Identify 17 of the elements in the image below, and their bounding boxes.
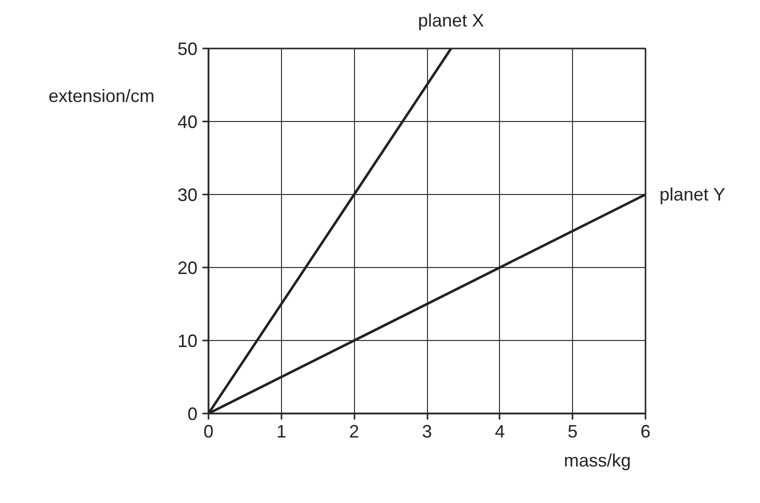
y-tick-label: 40 (177, 112, 198, 132)
x-axis-title: mass/kg (564, 450, 631, 470)
y-tick-label: 30 (177, 185, 198, 205)
y-tick-label: 20 (177, 258, 198, 278)
x-tick-label: 3 (422, 422, 432, 442)
x-tick-label: 6 (640, 422, 651, 442)
y-axis-title: extension/cm (48, 86, 155, 106)
y-tick-label: 0 (187, 404, 198, 424)
x-tick-label: 5 (568, 422, 578, 442)
y-tick-label: 50 (177, 39, 198, 59)
y-tick-label: 10 (177, 331, 198, 351)
x-tick-label: 4 (494, 422, 505, 442)
x-tick-label: 1 (276, 422, 286, 442)
series-label: planet Y (660, 184, 726, 204)
x-tick-label: 2 (349, 422, 360, 442)
x-tick-label: 0 (203, 422, 214, 442)
series-label: planet X (418, 10, 484, 30)
